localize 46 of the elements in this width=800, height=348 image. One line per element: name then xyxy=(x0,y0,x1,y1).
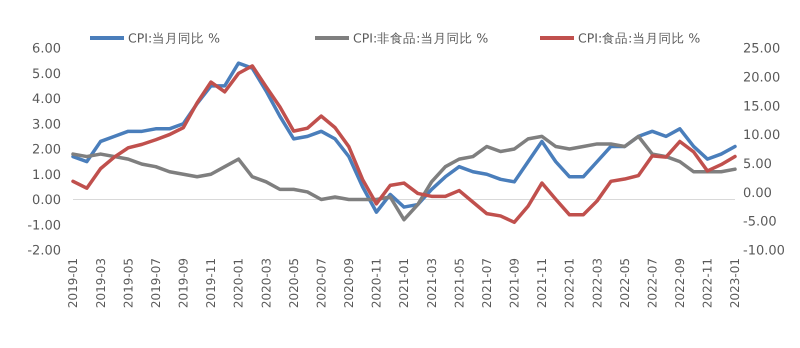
y-tick-label: 0.00 xyxy=(32,193,61,208)
x-tick-label: 2022-09 xyxy=(673,258,688,308)
y-tick-label: -2.00 xyxy=(27,244,61,259)
legend-label: CPI:食品:当月同比 % xyxy=(578,30,700,46)
x-tick-label: 2021-11 xyxy=(535,258,550,308)
x-tick-label: 2019-03 xyxy=(94,258,108,308)
y2-tick-label: 15.00 xyxy=(743,99,780,114)
x-tick-label: 2022-01 xyxy=(562,258,577,308)
y-tick-label: 2.00 xyxy=(32,142,61,158)
x-tick-label: 2023-01 xyxy=(728,258,742,308)
y-tick-label: 4.00 xyxy=(32,92,61,108)
y2-tick-label: -10.00 xyxy=(743,244,785,259)
legend-label: CPI:当月同比 % xyxy=(128,30,220,46)
y-tick-label: 5.00 xyxy=(32,66,61,82)
line-series xyxy=(71,134,737,222)
y2-tick-label: -5.00 xyxy=(743,214,777,230)
x-tick-label: 2021-07 xyxy=(480,258,494,308)
x-tick-label: 2019-09 xyxy=(176,258,191,308)
y2-tick-label: 10.00 xyxy=(743,128,780,144)
x-tick-label: 2020-03 xyxy=(259,258,274,308)
y-tick-label: 1.00 xyxy=(32,168,61,183)
x-tick-label: 2019-01 xyxy=(66,258,80,308)
x-tick-label: 2022-11 xyxy=(700,258,715,308)
legend-label: CPI:非食品:当月同比 % xyxy=(353,30,488,46)
y-tick-label: -1.00 xyxy=(27,218,61,234)
y2-tick-label: 5.00 xyxy=(743,156,772,172)
y2-tick-label: 20.00 xyxy=(743,70,780,86)
y2-tick-label: 0.00 xyxy=(743,186,772,201)
x-tick-label: 2021-09 xyxy=(508,258,522,308)
x-tick-label: 2020-11 xyxy=(370,258,384,308)
x-tick-label: 2020-05 xyxy=(286,258,301,308)
x-tick-label: 2020-09 xyxy=(342,258,356,308)
x-tick-label: 2021-05 xyxy=(452,258,466,308)
x-tick-label: 2019-05 xyxy=(121,258,136,308)
x-tick-label: 2020-01 xyxy=(232,258,246,308)
y2-tick-label: 25.00 xyxy=(743,42,780,57)
x-tick-label: 2022-07 xyxy=(645,258,660,308)
x-tick-label: 2022-05 xyxy=(618,258,632,308)
x-tick-label: 2019-11 xyxy=(204,258,218,308)
x-tick-label: 2021-03 xyxy=(424,258,439,308)
x-tick-label: 2019-07 xyxy=(148,258,163,308)
x-tick-label: 2020-07 xyxy=(314,258,328,308)
y-tick-label: 3.00 xyxy=(32,117,61,132)
y-tick-label: 6.00 xyxy=(32,42,61,57)
x-tick-label: 2021-01 xyxy=(397,258,412,308)
x-tick-label: 2022-03 xyxy=(590,258,604,308)
